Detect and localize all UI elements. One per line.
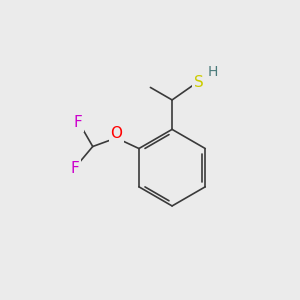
Text: F: F — [74, 115, 82, 130]
Text: O: O — [110, 126, 122, 141]
Text: H: H — [208, 64, 218, 79]
Text: F: F — [71, 160, 80, 175]
Text: S: S — [194, 75, 204, 90]
